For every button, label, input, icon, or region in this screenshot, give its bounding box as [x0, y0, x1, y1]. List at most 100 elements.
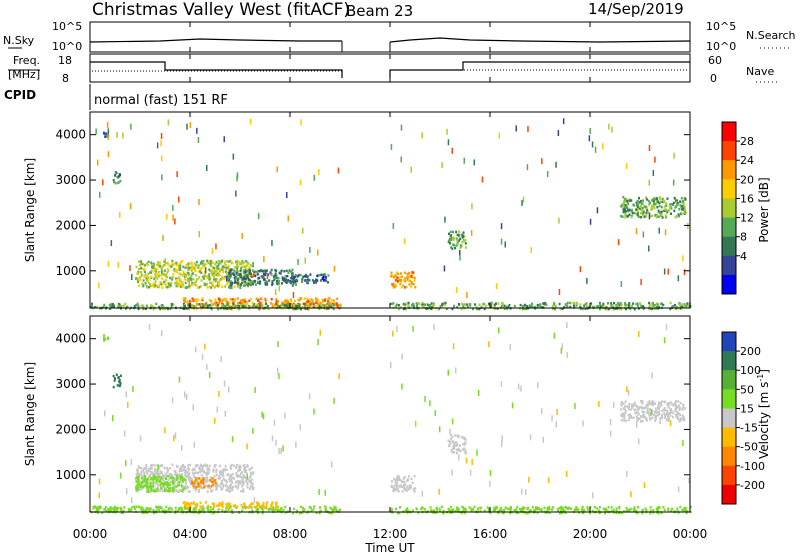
- data-cell: [470, 510, 473, 513]
- data-cell: [188, 266, 190, 270]
- data-cell: [140, 507, 143, 510]
- data-cell: [215, 473, 218, 477]
- data-cell: [172, 483, 175, 487]
- data-cell: [156, 472, 158, 476]
- echo-streak: [160, 330, 163, 337]
- data-cell: [296, 509, 299, 513]
- echo-streak: [400, 156, 402, 163]
- data-cell: [660, 302, 663, 306]
- data-cell: [217, 267, 220, 270]
- data-cell: [163, 489, 166, 493]
- echo-streak: [304, 257, 306, 264]
- data-cell: [590, 302, 593, 305]
- colorbar-swatch: [722, 389, 736, 409]
- data-cell: [233, 276, 236, 280]
- data-cell: [660, 404, 663, 407]
- data-cell: [212, 470, 215, 473]
- data-cell: [139, 488, 142, 491]
- data-cell: [228, 504, 231, 507]
- data-cell: [138, 482, 141, 485]
- data-cell: [218, 298, 221, 301]
- data-cell: [593, 305, 596, 308]
- data-cell: [280, 303, 283, 307]
- data-cell: [624, 198, 627, 201]
- data-cell: [145, 486, 148, 489]
- noise-left-label: N.Sky: [3, 34, 35, 47]
- data-cell: [248, 272, 251, 275]
- data-cell: [193, 298, 196, 302]
- data-cell: [195, 260, 198, 264]
- data-cell: [204, 283, 206, 286]
- data-cell: [145, 478, 148, 482]
- velocity-ylabel: Slant Range [km]: [23, 362, 37, 466]
- echo-streak: [333, 397, 335, 404]
- data-cell: [669, 408, 672, 412]
- data-cell: [635, 302, 638, 306]
- data-cell: [681, 414, 684, 418]
- data-cell: [391, 480, 393, 483]
- data-cell: [215, 260, 218, 264]
- data-cell: [250, 279, 252, 283]
- data-cell: [137, 487, 140, 490]
- data-cell: [639, 212, 642, 215]
- echo-streak: [107, 151, 110, 158]
- echo-streak: [665, 324, 668, 331]
- data-cell: [400, 286, 403, 289]
- data-cell: [434, 511, 437, 514]
- colorbar-tick-label: 15: [740, 402, 754, 415]
- echo-streak: [444, 216, 446, 223]
- data-cell: [154, 272, 157, 275]
- data-cell: [532, 509, 535, 512]
- data-cell: [172, 273, 175, 276]
- data-cell: [170, 487, 173, 490]
- data-cell: [453, 444, 456, 447]
- data-cell: [650, 402, 653, 405]
- data-cell: [489, 511, 492, 515]
- data-cell: [156, 468, 159, 472]
- data-cell: [565, 306, 567, 309]
- data-cell: [450, 234, 453, 237]
- data-cell: [258, 301, 261, 304]
- data-cell: [679, 413, 682, 417]
- data-cell: [184, 300, 186, 303]
- data-cell: [283, 279, 286, 282]
- data-cell: [611, 304, 614, 307]
- colorbar-tick-label: 200: [740, 345, 761, 358]
- data-cell: [397, 272, 400, 276]
- data-cell: [457, 303, 460, 306]
- data-cell: [159, 489, 161, 492]
- data-cell: [651, 214, 654, 218]
- data-cell: [160, 282, 163, 286]
- data-cell: [658, 405, 661, 408]
- data-cell: [195, 263, 198, 267]
- data-cell: [513, 508, 516, 512]
- data-cell: [211, 284, 214, 288]
- data-cell: [672, 404, 675, 407]
- echo-streak: [300, 119, 302, 126]
- data-cell: [300, 511, 303, 515]
- data-cell: [669, 203, 672, 206]
- data-cell: [227, 276, 230, 279]
- data-cell: [249, 471, 252, 475]
- echo-streak: [541, 408, 543, 415]
- data-cell: [150, 470, 153, 474]
- data-cell: [167, 262, 170, 265]
- echo-streak: [574, 403, 576, 409]
- echo-streak: [589, 218, 592, 225]
- data-cell: [175, 488, 177, 492]
- data-cell: [246, 274, 249, 277]
- echo-streak: [286, 192, 288, 198]
- data-cell: [244, 281, 247, 284]
- data-cell: [220, 473, 223, 476]
- data-cell: [214, 478, 217, 482]
- data-cell: [229, 475, 232, 479]
- data-cell: [194, 269, 197, 273]
- data-cell: [160, 304, 163, 307]
- data-cell: [228, 489, 231, 492]
- data-cell: [108, 304, 111, 307]
- data-cell: [456, 233, 459, 237]
- data-cell: [189, 463, 192, 467]
- data-cell: [224, 468, 227, 472]
- echo-streak: [261, 411, 263, 418]
- echo-streak: [236, 172, 239, 179]
